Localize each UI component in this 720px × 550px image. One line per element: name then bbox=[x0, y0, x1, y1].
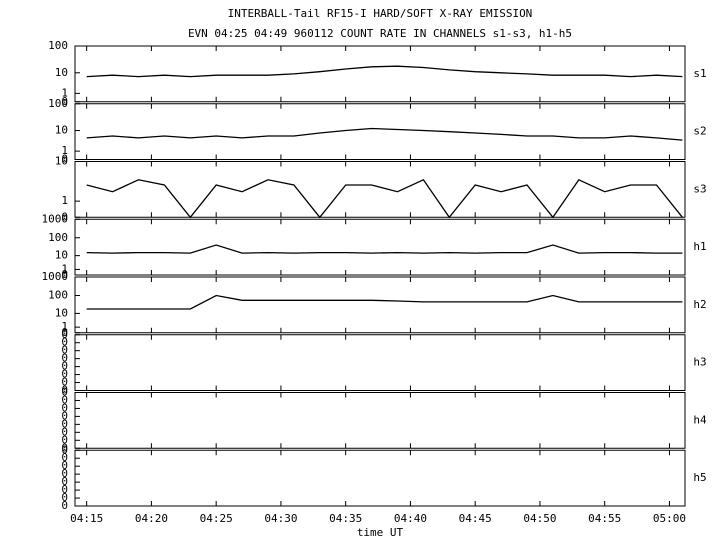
y-tick-label: 0 bbox=[61, 459, 68, 472]
y-tick-label: 0 bbox=[61, 491, 68, 504]
y-tick-label: 0 bbox=[61, 360, 68, 373]
y-tick-label: 1 bbox=[61, 320, 68, 333]
y-tick-label: 0 bbox=[61, 326, 68, 339]
y-tick-label: 0 bbox=[61, 425, 68, 438]
y-tick-label: 0 bbox=[61, 417, 68, 430]
y-tick-label: 0 bbox=[61, 386, 68, 399]
x-tick-label: 04:50 bbox=[523, 512, 556, 525]
x-axis-label: time UT bbox=[357, 526, 404, 539]
y-tick-label: 10 bbox=[55, 155, 68, 168]
x-tick-label: 04:25 bbox=[200, 512, 233, 525]
x-tick-label: 04:30 bbox=[264, 512, 297, 525]
panel-frame bbox=[74, 218, 686, 276]
x-tick-label: 04:15 bbox=[70, 512, 103, 525]
data-line bbox=[86, 65, 683, 78]
panel-label: s1 bbox=[693, 67, 706, 80]
panel-label: s3 bbox=[693, 182, 706, 195]
y-tick-label: 0 bbox=[61, 328, 68, 341]
y-tick-label: 0 bbox=[61, 451, 68, 464]
x-tick-label: 04:45 bbox=[459, 512, 492, 525]
y-tick-label: 10 bbox=[55, 306, 68, 319]
y-tick-label: 0 bbox=[61, 268, 68, 281]
y-tick-label: 100 bbox=[48, 289, 68, 302]
panel-label: h2 bbox=[693, 298, 706, 311]
y-tick-label: 0 bbox=[61, 467, 68, 480]
panel-label: h3 bbox=[693, 356, 706, 369]
panel-label: h5 bbox=[693, 471, 706, 484]
y-tick-label: 0 bbox=[61, 433, 68, 446]
x-tick-label: 04:35 bbox=[329, 512, 362, 525]
panel-frame bbox=[74, 276, 686, 334]
x-tick-label: 04:20 bbox=[135, 512, 168, 525]
y-tick-label: 1000 bbox=[42, 212, 69, 225]
data-line bbox=[86, 127, 683, 141]
y-tick-label: 100 bbox=[48, 97, 68, 110]
y-tick-label: 0 bbox=[61, 368, 68, 381]
y-tick-label: 100 bbox=[48, 231, 68, 244]
x-tick-label: 04:55 bbox=[588, 512, 621, 525]
y-tick-label: 0 bbox=[61, 352, 68, 365]
x-tick-label: 04:40 bbox=[394, 512, 427, 525]
y-tick-label: 0 bbox=[61, 393, 68, 406]
y-tick-label: 1 bbox=[61, 194, 68, 207]
y-tick-label: 0 bbox=[61, 401, 68, 414]
panel-label: h4 bbox=[693, 413, 707, 426]
panel-label: s2 bbox=[693, 125, 706, 138]
x-tick-label: 05:00 bbox=[653, 512, 686, 525]
y-tick-label: 0 bbox=[61, 95, 68, 108]
data-line bbox=[86, 294, 683, 310]
panel-frame bbox=[74, 449, 686, 507]
y-tick-label: 0 bbox=[61, 441, 68, 454]
y-tick-label: 0 bbox=[61, 384, 68, 397]
y-tick-label: 1 bbox=[61, 86, 68, 99]
y-tick-label: 0 bbox=[61, 409, 68, 422]
panel-frame bbox=[74, 45, 686, 103]
y-tick-label: 0 bbox=[61, 475, 68, 488]
data-line bbox=[86, 244, 683, 254]
y-tick-label: 0 bbox=[61, 210, 68, 223]
panel-label: h1 bbox=[693, 240, 706, 253]
y-tick-label: 1 bbox=[61, 144, 68, 157]
y-tick-label: 0 bbox=[61, 483, 68, 496]
panel-frame bbox=[74, 103, 686, 160]
panel-frame bbox=[74, 392, 686, 449]
chart-subtitle: EVN 04:25 04:49 960112 COUNT RATE IN CHA… bbox=[188, 27, 572, 40]
y-tick-label: 10 bbox=[55, 249, 68, 262]
y-tick-label: 1 bbox=[61, 262, 68, 275]
y-tick-label: 10 bbox=[55, 124, 68, 137]
y-tick-label: 0 bbox=[61, 376, 68, 389]
y-tick-label: 0 bbox=[61, 344, 68, 357]
y-tick-label: 0 bbox=[61, 153, 68, 166]
chart-title: INTERBALL-Tail RF15-I HARD/SOFT X-RAY EM… bbox=[228, 7, 533, 20]
y-tick-label: 0 bbox=[61, 499, 68, 512]
y-tick-label: 10 bbox=[55, 66, 68, 79]
y-tick-label: 0 bbox=[61, 443, 68, 456]
y-tick-label: 100 bbox=[48, 39, 68, 52]
panel-frame bbox=[74, 334, 686, 391]
data-line bbox=[86, 178, 683, 219]
panel-frame bbox=[74, 161, 686, 218]
y-tick-label: 0 bbox=[61, 336, 68, 349]
y-tick-label: 1000 bbox=[42, 270, 69, 283]
